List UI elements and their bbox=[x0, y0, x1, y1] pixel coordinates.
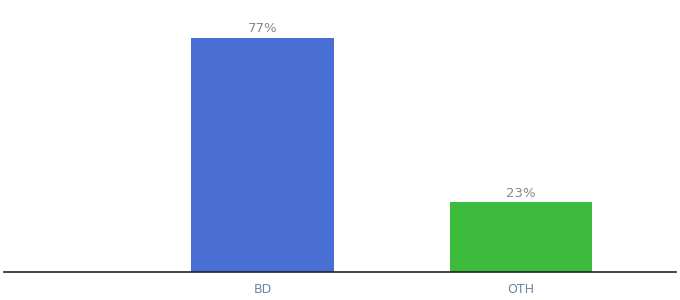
Bar bbox=[449, 202, 592, 272]
Bar bbox=[192, 38, 334, 272]
Text: 77%: 77% bbox=[248, 22, 277, 35]
Text: 23%: 23% bbox=[506, 187, 536, 200]
